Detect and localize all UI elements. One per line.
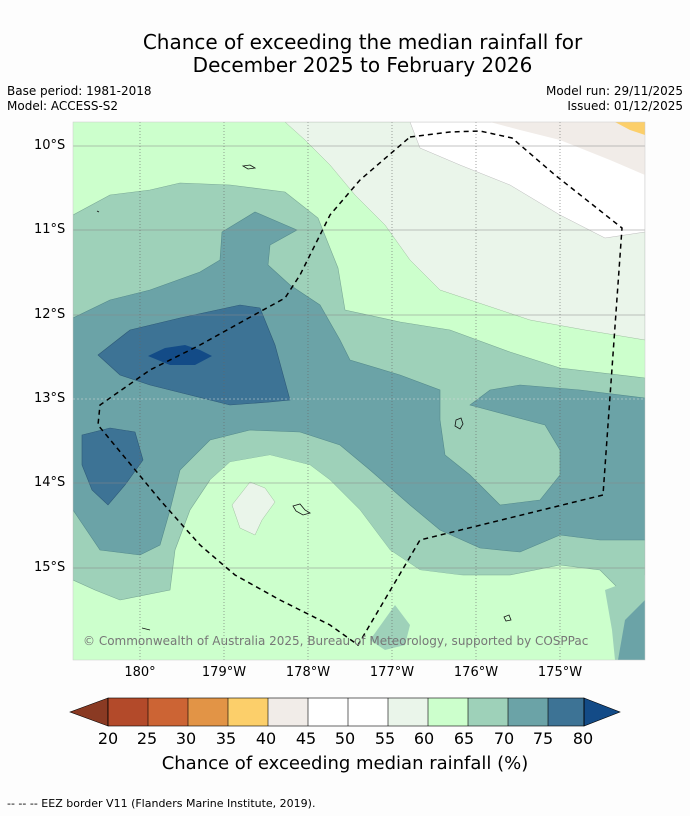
colorbar-45-50: [308, 698, 348, 726]
eez-border: [97, 130, 623, 647]
colorbar-tick: 70: [493, 729, 515, 748]
colorbar-30-35: [188, 698, 228, 726]
colorbar-tick: 65: [453, 729, 475, 748]
lon-label-178w: 178°W: [285, 665, 331, 680]
colorbar-70-75: [508, 698, 548, 726]
colorbar-tick: 45: [295, 729, 317, 748]
colorbar-extend-low: [69, 697, 109, 727]
island-south-east: [503, 614, 512, 622]
latitude-gridlines: [73, 145, 645, 569]
colorbar-tick: 75: [532, 729, 554, 748]
model-run: Model run: 29/11/2025: [545, 84, 683, 98]
colorbar-tick: 50: [334, 729, 356, 748]
band-40-45: [490, 122, 645, 175]
band-70-75: [73, 211, 645, 556]
colorbar-75-80: [548, 698, 584, 726]
base-period: Base period: 1981-2018: [7, 84, 152, 98]
colorbar-65-70: [468, 698, 508, 726]
lat-label-12s: 12°S: [34, 307, 66, 322]
map-area[interactable]: [73, 122, 645, 660]
colorbar-tick: 40: [255, 729, 277, 748]
band-75-80-sw: [81, 427, 144, 506]
eez-footnote: -- -- -- EEZ border V11 (Flanders Marine…: [7, 797, 316, 810]
lat-label-11s: 11°S: [34, 222, 66, 237]
lon-label-180: 180°: [124, 665, 156, 680]
map-title: Chance of exceeding the median rainfall …: [0, 31, 690, 77]
meta-left: Base period: 1981-2018 Model: ACCESS-S2: [7, 84, 152, 114]
lon-label-177w: 177°W: [369, 665, 415, 680]
island-west: [96, 210, 100, 213]
colorbar-tick: 55: [374, 729, 396, 748]
colorbar-tick: 60: [413, 729, 435, 748]
band-35-40: [615, 122, 645, 135]
colorbar-tick: 30: [175, 729, 197, 748]
colorbar-tick: 20: [97, 729, 119, 748]
colorbar-title: Chance of exceeding median rainfall (%): [161, 753, 529, 774]
band-65-70-s: [370, 605, 410, 650]
lon-label-179w: 179°W: [201, 665, 247, 680]
island-south: [292, 503, 311, 516]
model-name: Model: ACCESS-S2: [7, 99, 119, 113]
colorbar-extend-high: [583, 697, 621, 727]
colorbar-35-40: [228, 698, 268, 726]
lon-label-175w: 175°W: [537, 665, 583, 680]
meta-right: Model run: 29/11/2025 Issued: 01/12/2025: [546, 84, 683, 114]
band-70-75-se: [618, 600, 645, 660]
copyright-note: © Commonwealth of Australia 2025, Bureau…: [83, 634, 589, 648]
lat-label-15s: 15°S: [34, 560, 66, 575]
colorbar-40-45: [268, 698, 308, 726]
colorbar-tick: 25: [136, 729, 158, 748]
island-south-west: [141, 627, 151, 631]
colorbar-tick: 35: [215, 729, 237, 748]
map-frame: [72, 121, 646, 661]
title-line-2: December 2025 to February 2026: [192, 53, 533, 77]
lat-label-10s: 10°S: [34, 138, 66, 153]
colorbar-25-30: [148, 698, 188, 726]
colorbar: [69, 697, 621, 727]
islands: [96, 164, 512, 631]
colorbar-20-25: [108, 698, 148, 726]
lon-label-176w: 176°W: [453, 665, 499, 680]
title-line-1: Chance of exceeding the median rainfall …: [142, 30, 583, 54]
lat-label-14s: 14°S: [34, 475, 66, 490]
lat-label-13s: 13°S: [34, 391, 66, 406]
island-north: [241, 164, 257, 170]
colorbar-60-65: [428, 698, 468, 726]
issued-date: Issued: 01/12/2025: [567, 99, 683, 113]
band-above-80: [148, 345, 212, 365]
colorbar-tick: 80: [572, 729, 594, 748]
colorbar-55-60: [388, 698, 428, 726]
island-centre: [454, 417, 464, 430]
colorbar-50-55: [348, 698, 388, 726]
